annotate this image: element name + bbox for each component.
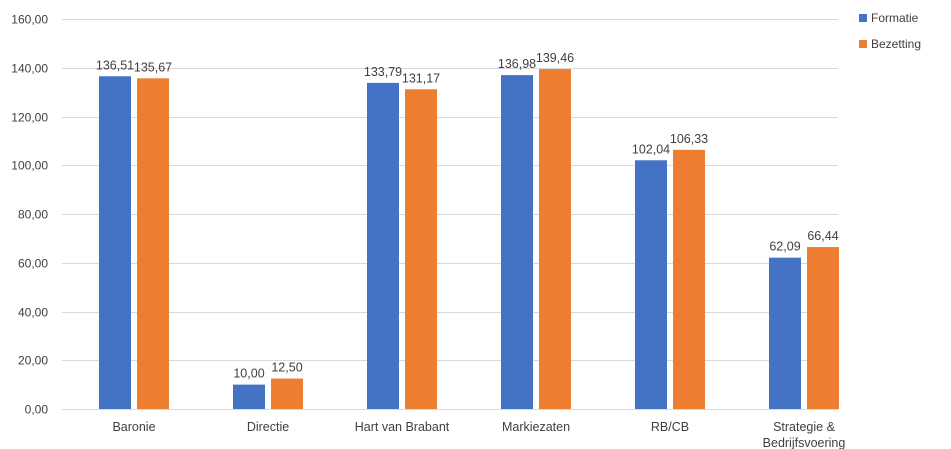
bar-bezetting: [137, 78, 169, 409]
x-category-label: Directie: [247, 420, 289, 434]
gridlines: [62, 19, 838, 410]
data-label: 10,00: [233, 367, 264, 381]
y-tick-label: 0,00: [25, 403, 49, 417]
bar-formatie: [769, 257, 801, 409]
data-label: 12,50: [271, 361, 302, 375]
bar-bezetting: [405, 89, 437, 409]
data-label: 66,44: [807, 229, 838, 243]
y-tick-label: 100,00: [11, 159, 48, 173]
legend-label: Formatie: [871, 11, 919, 25]
legend-swatch-bezetting: [859, 40, 867, 48]
legend-label: Bezetting: [871, 37, 921, 51]
bar-bezetting: [271, 378, 303, 409]
bar-formatie: [367, 82, 399, 409]
x-category-label: Markiezaten: [502, 420, 570, 434]
x-category-label: Strategie &: [773, 420, 836, 434]
x-category-label: Baronie: [112, 420, 155, 434]
x-category-label: Bedrijfsvoering: [763, 436, 846, 449]
bar-bezetting: [673, 149, 705, 409]
data-label: 62,09: [769, 240, 800, 254]
data-labels: 136,51 10,00 133,79 136,98 102,04 62,09 135,67…: [96, 51, 839, 381]
y-tick-label: 80,00: [18, 208, 48, 222]
bar-formatie: [635, 160, 667, 409]
y-tick-label: 20,00: [18, 354, 48, 368]
legend: Formatie Bezetting: [859, 11, 921, 51]
bar-bezetting: [539, 69, 571, 409]
data-label: 106,33: [670, 132, 708, 146]
data-label: 133,79: [364, 65, 402, 79]
x-category-label: Hart van Brabant: [355, 420, 450, 434]
data-label: 102,04: [632, 142, 670, 156]
y-tick-label: 60,00: [18, 257, 48, 271]
bar-bezetting: [807, 247, 839, 409]
x-axis-category-labels: Baronie Directie Hart van Brabant Markiezat…: [112, 420, 845, 449]
bar-formatie: [501, 75, 533, 409]
data-label: 136,51: [96, 58, 134, 72]
y-tick-label: 140,00: [11, 62, 48, 76]
data-label: 135,67: [134, 60, 172, 74]
data-label: 139,46: [536, 51, 574, 65]
bars: [99, 69, 839, 410]
data-label: 136,98: [498, 57, 536, 71]
y-axis-tick-labels: 0,00 20,00 40,00 60,00 80,00 100,00 120,00 140,…: [11, 13, 48, 417]
y-tick-label: 160,00: [11, 13, 48, 27]
bar-formatie: [233, 384, 265, 409]
y-tick-label: 120,00: [11, 111, 48, 125]
data-label: 131,17: [402, 71, 440, 85]
y-tick-label: 40,00: [18, 306, 48, 320]
legend-swatch-formatie: [859, 14, 867, 22]
bar-formatie: [99, 76, 131, 410]
x-category-label: RB/CB: [651, 420, 689, 434]
